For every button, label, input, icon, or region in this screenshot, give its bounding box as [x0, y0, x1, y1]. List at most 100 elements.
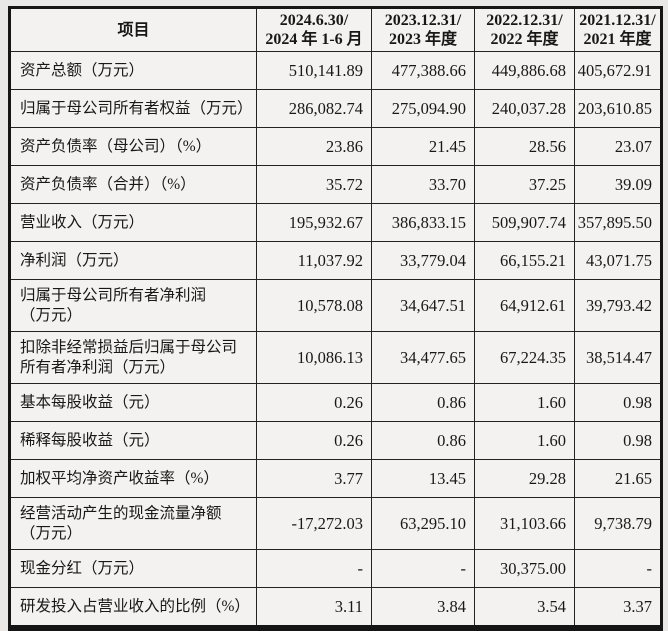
cell-value: 39.09	[574, 165, 662, 204]
cell-value: 11,037.92	[256, 241, 372, 280]
cell-value: 66,155.21	[474, 241, 575, 280]
cell-value: 195,932.67	[256, 203, 372, 242]
cell-value: 386,833.15	[371, 203, 475, 242]
col-header-item: 项目	[9, 7, 257, 52]
cell-value: 0.98	[574, 421, 662, 460]
cell-value: 37.25	[474, 165, 575, 204]
cell-value: 35.72	[256, 165, 372, 204]
table-row: 经营活动产生的现金流量净额 （万元） -17,272.03 63,295.10 31,…	[9, 497, 662, 550]
cell-value: 477,388.66	[371, 51, 475, 90]
period-date-label: 2022.12.31/	[486, 12, 563, 29]
cell-value: 0.98	[574, 383, 662, 422]
cell-value: 63,295.10	[371, 497, 475, 550]
table-row: 现金分红（万元） - -30,375.00-	[9, 549, 662, 588]
cell-value: 9,738.79	[574, 497, 662, 550]
period-span-label: 2023 年度	[388, 31, 457, 48]
period-span-label: 2021 年度	[583, 31, 652, 48]
cell-value: 405,672.91	[574, 51, 662, 90]
cell-value: 23.86	[256, 127, 372, 166]
financial-summary-region: 项目 2024.6.30/ 2024 年 1-6 月 2023.12.31/ 2…	[8, 6, 663, 631]
cell-value: 1.60	[474, 421, 575, 460]
table-body: 资产总额（万元） 510,141.89 477,388.66 449,886.68 40…	[9, 51, 662, 629]
cell-value: 0.86	[371, 421, 475, 460]
cell-value: 3.84	[371, 587, 475, 629]
row-label: 资产总额（万元）	[9, 51, 257, 90]
cell-value: 0.26	[256, 383, 372, 422]
row-label: 营业收入（万元）	[9, 203, 257, 242]
table-row: 资产负债率（合并）（%） 35.72 33.70 37.25 39.09	[9, 165, 662, 204]
col-header-period-2023: 2023.12.31/ 2023 年度	[371, 7, 475, 52]
row-label: 现金分红（万元）	[9, 549, 257, 588]
row-label: 资产负债率（合并）（%）	[9, 165, 257, 204]
cell-value: 357,895.50	[574, 203, 662, 242]
table-row: 加权平均净资产收益率（%） 3.77 13.45 29.28 21.65	[9, 459, 662, 498]
cell-value: 39,793.42	[574, 279, 662, 332]
row-label: 扣除非经常损益后归属于母公司 所有者净利润（万元）	[9, 331, 257, 384]
table-row: 归属于母公司所有者权益（万元） 286,082.74 275,094.90 240,0…	[9, 89, 662, 128]
cell-value: 67,224.35	[474, 331, 575, 384]
cell-value: 509,907.74	[474, 203, 575, 242]
col-header-period-2021: 2021.12.31/ 2021 年度	[574, 7, 662, 52]
row-label: 净利润（万元）	[9, 241, 257, 280]
header-row: 项目 2024.6.30/ 2024 年 1-6 月 2023.12.31/ 2…	[9, 7, 662, 52]
row-label: 归属于母公司所有者净利润 （万元）	[9, 279, 257, 332]
cell-value: 34,647.51	[371, 279, 475, 332]
cell-value: 3.37	[574, 587, 662, 629]
row-label: 加权平均净资产收益率（%）	[9, 459, 257, 498]
cell-value: 28.56	[474, 127, 575, 166]
cell-value: 275,094.90	[371, 89, 475, 128]
cell-value: 0.26	[256, 421, 372, 460]
cell-value: 10,578.08	[256, 279, 372, 332]
row-label: 基本每股收益（元）	[9, 383, 257, 422]
table-row: 扣除非经常损益后归属于母公司 所有者净利润（万元） 10,086.13 34,477…	[9, 331, 662, 384]
period-date-label: 2024.6.30/	[279, 12, 349, 29]
cell-value: 0.86	[371, 383, 475, 422]
cell-value: 3.11	[256, 587, 372, 629]
cell-value: 203,610.85	[574, 89, 662, 128]
table-row: 净利润（万元） 11,037.92 33,779.04 66,155.21 43,071…	[9, 241, 662, 280]
cell-value: -	[574, 549, 662, 588]
cell-value: 64,912.61	[474, 279, 575, 332]
cell-value: 33,779.04	[371, 241, 475, 280]
cell-value: -	[371, 549, 475, 588]
cell-value: 30,375.00	[474, 549, 575, 588]
cell-value: 34,477.65	[371, 331, 475, 384]
cell-value: -	[256, 549, 372, 588]
cell-value: 1.60	[474, 383, 575, 422]
row-label: 稀释每股收益（元）	[9, 421, 257, 460]
cell-value: 33.70	[371, 165, 475, 204]
table-row: 稀释每股收益（元） 0.26 0.86 1.60 0.98	[9, 421, 662, 460]
col-header-period-2022: 2022.12.31/ 2022 年度	[474, 7, 575, 52]
cell-value: 21.65	[574, 459, 662, 498]
cell-value: 43,071.75	[574, 241, 662, 280]
cell-value: 510,141.89	[256, 51, 372, 90]
cell-value: 13.45	[371, 459, 475, 498]
col-header-period-2024: 2024.6.30/ 2024 年 1-6 月	[256, 7, 372, 52]
table-row: 营业收入（万元） 195,932.67 386,833.15 509,907.74 35…	[9, 203, 662, 242]
table-row: 资产总额（万元） 510,141.89 477,388.66 449,886.68 40…	[9, 51, 662, 90]
row-label: 经营活动产生的现金流量净额 （万元）	[9, 497, 257, 550]
cell-value: -17,272.03	[256, 497, 372, 550]
period-span-label: 2024 年 1-6 月	[265, 31, 363, 48]
row-label: 归属于母公司所有者权益（万元）	[9, 89, 257, 128]
document-page: { "table": { "header": { "item_label": "…	[8, 6, 663, 631]
period-date-label: 2021.12.31/	[579, 12, 656, 29]
financial-summary-table: 项目 2024.6.30/ 2024 年 1-6 月 2023.12.31/ 2…	[8, 6, 663, 631]
period-date-label: 2023.12.31/	[384, 12, 462, 29]
cell-value: 38,514.47	[574, 331, 662, 384]
cell-value: 3.77	[256, 459, 372, 498]
period-span-label: 2022 年度	[490, 31, 559, 48]
cell-value: 21.45	[371, 127, 475, 166]
cell-value: 3.54	[474, 587, 575, 629]
table-row: 归属于母公司所有者净利润 （万元） 10,578.08 34,647.51 64,91…	[9, 279, 662, 332]
cell-value: 31,103.66	[474, 497, 575, 550]
row-label: 资产负债率（母公司）（%）	[9, 127, 257, 166]
cell-value: 10,086.13	[256, 331, 372, 384]
cell-value: 449,886.68	[474, 51, 575, 90]
table-row: 资产负债率（母公司）（%） 23.86 21.45 28.56 23.07	[9, 127, 662, 166]
row-label: 研发投入占营业收入的比例（%）	[9, 587, 257, 629]
cell-value: 240,037.28	[474, 89, 575, 128]
cell-value: 29.28	[474, 459, 575, 498]
table-row: 研发投入占营业收入的比例（%） 3.11 3.84 3.54 3.37	[9, 587, 662, 629]
cell-value: 23.07	[574, 127, 662, 166]
